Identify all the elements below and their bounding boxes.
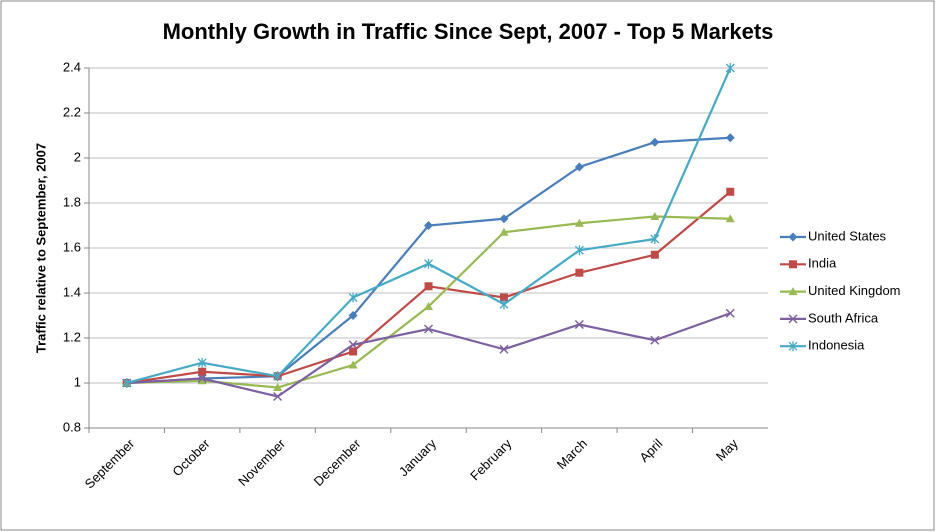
- marker: [650, 250, 659, 259]
- marker: [650, 212, 660, 220]
- marker: [789, 260, 797, 269]
- marker: [197, 376, 207, 385]
- marker: [788, 341, 798, 352]
- y-tick-label: 2.2: [63, 104, 81, 119]
- marker: [424, 221, 433, 230]
- marker: [788, 287, 798, 296]
- marker: [725, 308, 735, 318]
- marker: [273, 383, 283, 391]
- y-axis-label: Traffic relative to September, 2007: [33, 143, 48, 353]
- marker: [423, 324, 434, 334]
- marker: [725, 214, 735, 223]
- marker: [725, 63, 735, 73]
- marker: [499, 293, 508, 302]
- legend-label: United Kingdom: [808, 283, 901, 298]
- marker: [348, 340, 358, 350]
- legend-label: South Africa: [808, 310, 879, 325]
- marker: [424, 258, 433, 269]
- marker: [348, 360, 358, 369]
- marker: [575, 268, 584, 277]
- marker: [574, 162, 584, 172]
- y-tick-label: 1.4: [63, 284, 81, 299]
- marker: [499, 299, 509, 310]
- marker: [198, 367, 207, 376]
- marker: [273, 371, 283, 382]
- marker: [725, 133, 735, 143]
- marker: [574, 319, 584, 330]
- marker: [273, 391, 283, 402]
- marker: [349, 347, 358, 356]
- y-tick-label: 1.6: [63, 239, 81, 254]
- y-tick-label: 1.8: [63, 194, 81, 209]
- marker: [499, 214, 509, 224]
- y-tick-label: 2.4: [63, 59, 81, 74]
- legend-label: Indonesia: [808, 338, 865, 353]
- marker: [650, 335, 660, 345]
- marker: [197, 373, 207, 384]
- marker: [424, 282, 433, 291]
- marker: [788, 232, 798, 242]
- marker: [499, 344, 509, 354]
- marker: [574, 245, 584, 256]
- marker: [348, 292, 358, 303]
- marker: [650, 137, 660, 147]
- marker: [122, 378, 132, 388]
- marker: [424, 302, 433, 310]
- marker: [650, 234, 660, 244]
- marker: [499, 227, 509, 236]
- y-tick-label: 1.2: [63, 329, 81, 344]
- legend-label: India: [808, 256, 837, 271]
- marker: [574, 218, 584, 227]
- y-tick-label: 2: [74, 149, 81, 164]
- marker: [197, 357, 207, 368]
- marker: [788, 314, 798, 324]
- y-tick-label: 1: [74, 374, 81, 389]
- marker: [348, 311, 358, 320]
- y-tick-label: 0.8: [63, 419, 81, 434]
- chart-title: Monthly Growth in Traffic Since Sept, 20…: [163, 19, 774, 44]
- legend-label: United States: [808, 228, 887, 243]
- marker: [726, 187, 735, 196]
